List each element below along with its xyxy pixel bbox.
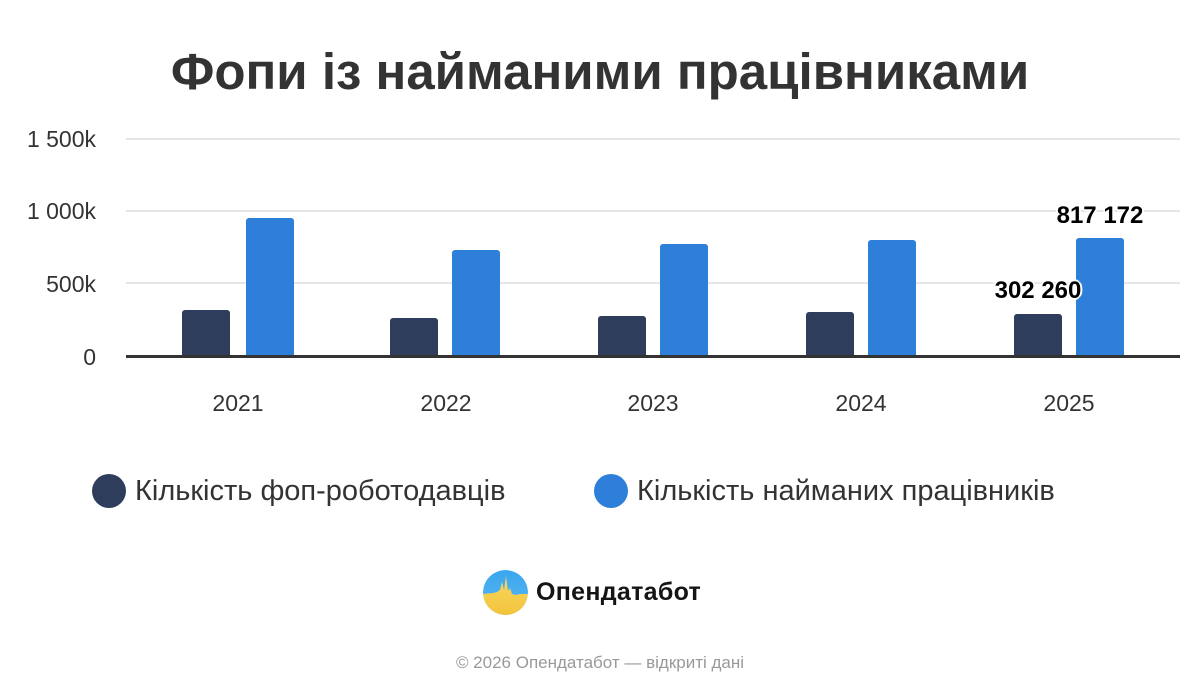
bar-employees-2023[interactable] bbox=[660, 244, 708, 356]
x-tick-label: 2021 bbox=[212, 390, 264, 416]
bar-employers-2025[interactable] bbox=[1014, 314, 1062, 356]
legend-marker-blue-circle-icon bbox=[594, 474, 628, 508]
y-tick-label: 1 500k bbox=[26, 126, 96, 152]
x-tick-label: 2022 bbox=[420, 390, 472, 416]
chart-plot-area: 1 500k 1 000k 500k 0 302 260 817 172 202… bbox=[26, 126, 1180, 416]
bar-employers-2022[interactable] bbox=[390, 318, 438, 356]
x-axis-line bbox=[126, 355, 1180, 358]
bar-employees-2022[interactable] bbox=[452, 250, 500, 356]
data-label-employees-2025: 817 172 bbox=[1056, 202, 1144, 229]
legend-label: Кількість найманих працівників bbox=[637, 474, 1055, 507]
legend-item-employers[interactable]: Кількість фоп-роботодавців bbox=[92, 472, 506, 510]
data-label-employers-2025: 302 260 bbox=[994, 277, 1082, 304]
legend-marker-dark-circle-icon bbox=[92, 474, 126, 508]
y-tick-label: 1 000k bbox=[26, 198, 96, 224]
footer-copyright: © 2026 Опендатабот — відкриті дані bbox=[455, 653, 745, 672]
bar-employees-2021[interactable] bbox=[246, 218, 294, 356]
bar-employers-2021[interactable] bbox=[182, 310, 230, 356]
bar-employees-2025[interactable] bbox=[1076, 238, 1124, 356]
gridline-1000k bbox=[126, 210, 1180, 212]
y-tick-label: 500k bbox=[46, 271, 96, 297]
chart-title: Фопи із найманими працівниками bbox=[170, 43, 1030, 100]
legend-label: Кількість фоп-роботодавців bbox=[135, 474, 506, 507]
bar-employers-2024[interactable] bbox=[806, 312, 854, 356]
opendatabot-logo-icon bbox=[483, 569, 528, 615]
gridline-1500k bbox=[126, 138, 1180, 140]
y-tick-label: 0 bbox=[83, 344, 96, 370]
bar-employers-2023[interactable] bbox=[598, 316, 646, 356]
brand: Опендатабот bbox=[483, 569, 701, 615]
bar-employees-2024[interactable] bbox=[868, 240, 916, 356]
x-tick-label: 2025 bbox=[1043, 390, 1095, 416]
chart-legend: Кількість фоп-роботодавців Кількість най… bbox=[0, 472, 1200, 512]
x-tick-label: 2024 bbox=[835, 390, 887, 416]
x-tick-label: 2023 bbox=[627, 390, 679, 416]
gridline-500k bbox=[126, 282, 1180, 284]
legend-item-employees[interactable]: Кількість найманих працівників bbox=[594, 472, 1055, 510]
brand-name: Опендатабот bbox=[536, 577, 702, 606]
